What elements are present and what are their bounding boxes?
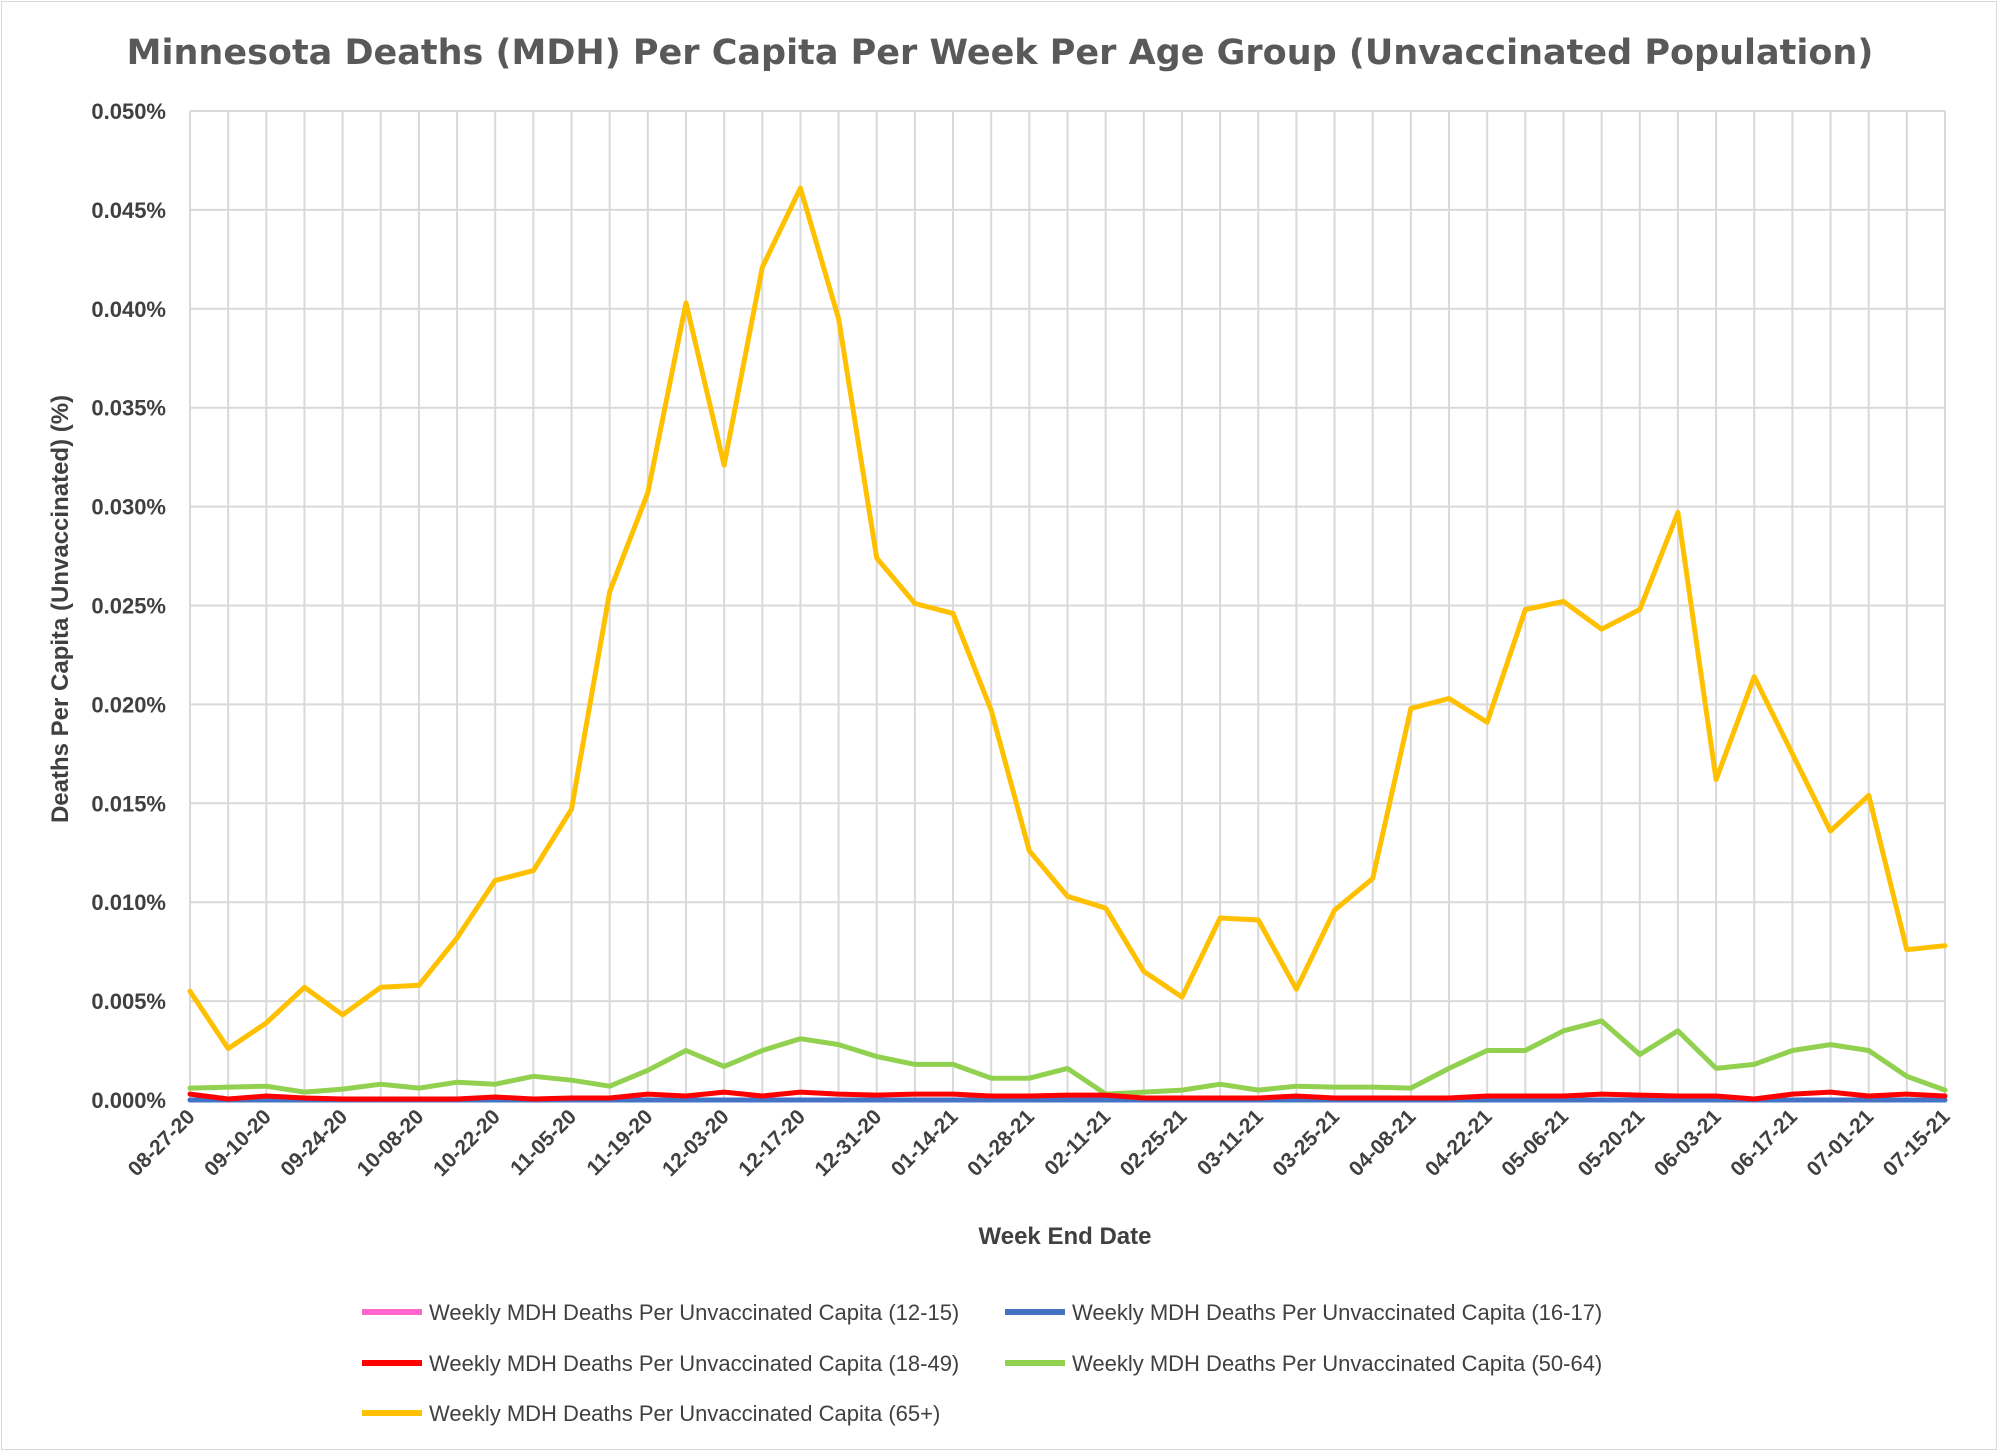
x-tick-label: 02-11-21 (1040, 1105, 1115, 1180)
x-tick-label: 09-24-20 (276, 1105, 352, 1181)
x-tick-label: 04-22-21 (1421, 1105, 1497, 1181)
series-line (187, 1089, 1948, 1102)
legend: Weekly MDH Deaths Per Unvaccinated Capit… (362, 1300, 1602, 1426)
x-tick-label: 04-08-21 (1345, 1105, 1421, 1181)
x-tick-label: 03-25-21 (1268, 1105, 1344, 1181)
x-tick-label: 12-03-20 (658, 1105, 734, 1181)
x-tick-label: 09-10-20 (200, 1105, 276, 1181)
x-tick-label: 03-11-21 (1193, 1105, 1268, 1180)
y-tick-label: 0.025% (91, 594, 166, 619)
y-tick-label: 0.045% (91, 198, 166, 223)
y-tick-label: 0.020% (91, 692, 166, 717)
x-tick-label: 01-14-21 (887, 1105, 963, 1181)
legend-label: Weekly MDH Deaths Per Unvaccinated Capit… (1072, 1300, 1602, 1325)
x-tick-label: 12-17-20 (734, 1105, 810, 1181)
x-tick-label: 05-06-21 (1497, 1105, 1573, 1181)
x-tick-label: 08-27-20 (124, 1105, 200, 1181)
y-tick-label: 0.005% (91, 989, 166, 1014)
y-tick-label: 0.010% (91, 890, 166, 915)
x-tick-label: 10-08-20 (353, 1105, 429, 1181)
y-tick-label: 0.035% (91, 396, 166, 421)
y-tick-label: 0.015% (91, 791, 166, 816)
x-tick-label: 07-15-21 (1879, 1105, 1955, 1181)
x-tick-label: 02-25-21 (1116, 1105, 1192, 1181)
legend-label: Weekly MDH Deaths Per Unvaccinated Capit… (429, 1351, 959, 1376)
y-tick-label: 0.030% (91, 495, 166, 520)
chart-title: Minnesota Deaths (MDH) Per Capita Per We… (127, 33, 1874, 73)
x-tick-label: 11-19-20 (582, 1105, 657, 1180)
y-tick-label: 0.000% (91, 1088, 166, 1113)
legend-label: Weekly MDH Deaths Per Unvaccinated Capit… (1072, 1351, 1602, 1376)
x-axis-title: Week End Date (979, 1223, 1152, 1250)
y-axis-title: Deaths Per Capita (Unvaccinated) (%) (47, 395, 74, 823)
x-tick-label: 01-28-21 (963, 1105, 1039, 1181)
x-tick-label: 07-01-21 (1803, 1105, 1879, 1181)
series-line (187, 1018, 1948, 1097)
x-tick-label: 05-20-21 (1574, 1105, 1650, 1181)
x-axis-ticks: 08-27-20 09-10-20 09-24-20 10-08-20 10-22-20… (124, 1105, 1955, 1181)
x-tick-label: 06-17-21 (1726, 1105, 1802, 1181)
y-axis-ticks: 0.000% 0.005% 0.010% 0.015% 0.020% 0.025% 0.03… (91, 99, 166, 1113)
legend-label: Weekly MDH Deaths Per Unvaccinated Capit… (429, 1401, 940, 1426)
x-tick-label: 12-31-20 (811, 1105, 887, 1181)
x-tick-label: 11-05-20 (506, 1105, 581, 1180)
x-tick-label: 10-22-20 (429, 1105, 505, 1181)
gridlines (189, 110, 1946, 1101)
series-lines (187, 185, 1948, 1103)
y-tick-label: 0.040% (91, 297, 166, 322)
legend-label: Weekly MDH Deaths Per Unvaccinated Capit… (429, 1300, 959, 1325)
y-tick-label: 0.050% (91, 99, 166, 124)
x-tick-label: 06-03-21 (1650, 1105, 1726, 1181)
series-line (187, 185, 1948, 1052)
